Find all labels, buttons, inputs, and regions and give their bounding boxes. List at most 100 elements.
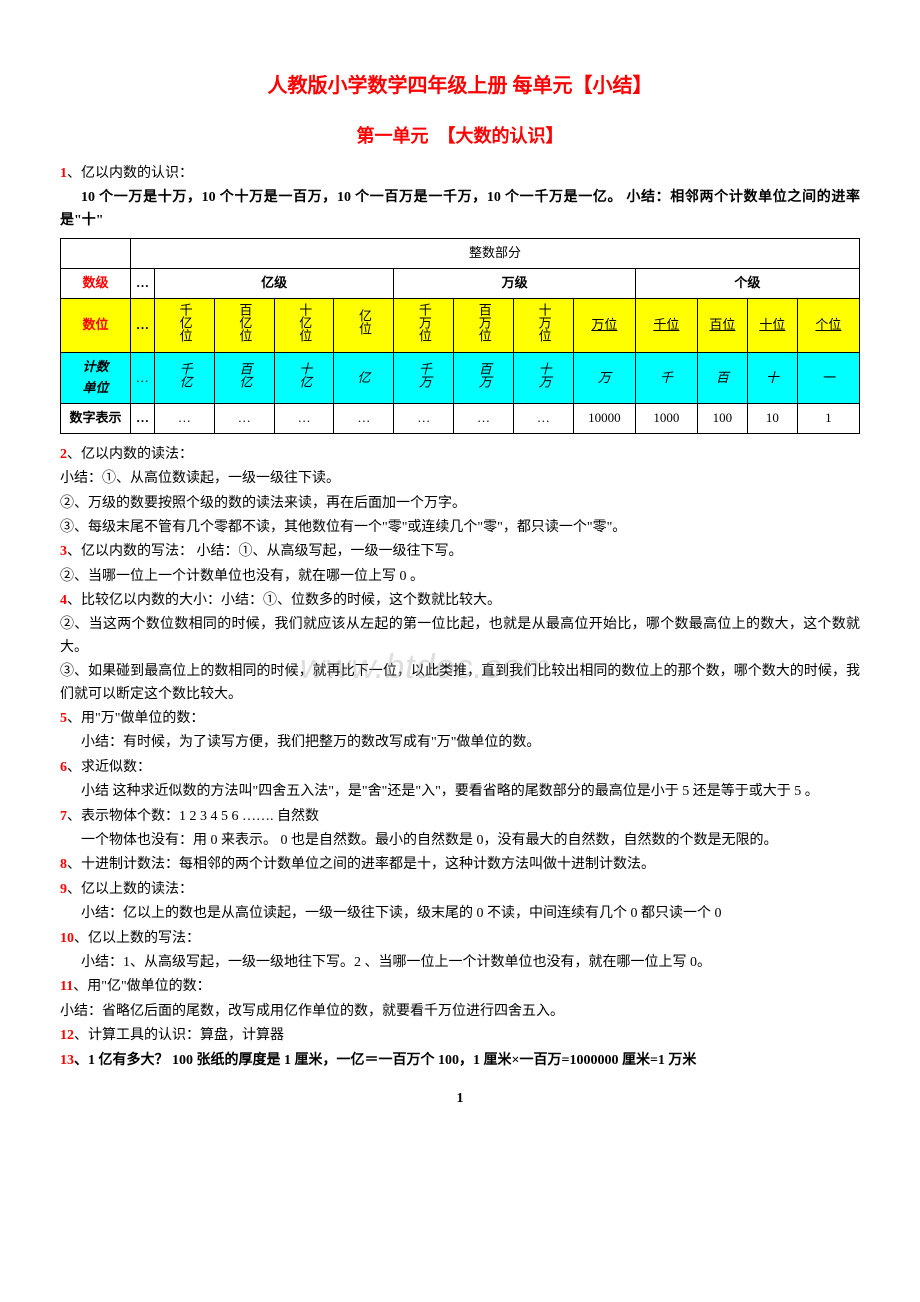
- section-number: 4: [60, 593, 67, 608]
- section-4-heading: 4、比较亿以内数的大小：小结：①、位数多的时候，这个数就比较大。: [60, 590, 860, 612]
- section-8-heading: 8、十进制计数法：每相邻的两个计数单位之间的进率都是十，这种计数方法叫做十进制计…: [60, 854, 860, 876]
- cell-integer-part: 整数部分: [131, 238, 860, 268]
- cell-digit: 10: [747, 403, 797, 433]
- place-text: 千位: [653, 317, 679, 332]
- unit-text: 百亿: [237, 362, 251, 388]
- section-10-line: 小结：1、从高级写起，一级一级地往下写。2 、当哪一位上一个计数单位也没有，就在…: [60, 952, 860, 974]
- section-number: 10: [60, 931, 74, 946]
- section-number: 13: [60, 1053, 74, 1068]
- section-title-text: 、1 亿有多大？ 100 张纸的厚度是 1 厘米，一亿＝一百万个 100，1 厘…: [74, 1053, 696, 1068]
- section-1-body-text: 10 个一万是十万，10 个十万是一百万，10 个一百万是一千万，10 个一千万…: [60, 190, 860, 227]
- cell-unit: 万: [573, 353, 635, 404]
- section-title-text: 、十进制计数法：每相邻的两个计数单位之间的进率都是十，这种计数方法叫做十进制计数…: [67, 857, 655, 872]
- section-number: 5: [60, 711, 67, 726]
- section-number: 8: [60, 857, 67, 872]
- page-number: 1: [60, 1088, 860, 1110]
- section-5-line: 小结：有时候，为了读写方便，我们把整万的数改写成有"万"做单位的数。: [60, 732, 860, 754]
- section-number: 2: [60, 447, 67, 462]
- main-title: 人教版小学数学四年级上册 每单元【小结】: [60, 70, 860, 102]
- place-text: 十亿位: [297, 303, 311, 342]
- section-title-text: 、计算工具的认识：算盘，计算器: [74, 1028, 284, 1043]
- cell-digit-label: 数字表示: [61, 403, 131, 433]
- cell-unit: 百万: [454, 353, 514, 404]
- cell-digit: 1000: [635, 403, 697, 433]
- section-3-heading: 3、亿以内数的写法： 小结：①、从高级写起，一级一级往下写。: [60, 541, 860, 563]
- cell-digit: …: [394, 403, 454, 433]
- cell-digit: …: [214, 403, 274, 433]
- unit-text: 千万: [417, 362, 431, 388]
- place-text: 百万位: [476, 303, 490, 342]
- cell-yi-level: 亿级: [155, 268, 394, 298]
- section-5-heading: 5、用"万"做单位的数：: [60, 708, 860, 730]
- section-7-line: 一个物体也没有：用 0 来表示。 0 也是自然数。最小的自然数是 0，没有最大的…: [60, 830, 860, 852]
- unit-title: 第一单元 【大数的认识】: [60, 122, 860, 151]
- section-number: 11: [60, 979, 73, 994]
- cell-wan-level: 万级: [394, 268, 636, 298]
- cell-place: 十万位: [513, 298, 573, 353]
- place-value-table: 整数部分 数级 … 亿级 万级 个级 数位 … 千亿位 百亿位 十亿位 亿位 千…: [60, 238, 860, 434]
- place-text: 千亿位: [177, 303, 191, 342]
- cell-unit: 亿: [334, 353, 394, 404]
- section-4-line: ③、如果碰到最高位上的数相同的时候，就再比下一位，以此类推，直到我们比较出相同的…: [60, 661, 860, 706]
- place-text: 百位: [709, 317, 735, 332]
- section-2-line: 小结：①、从高位数读起，一级一级往下读。: [60, 468, 860, 490]
- section-title-text: 、求近似数：: [67, 760, 151, 775]
- section-title-text: 、亿以内数的读法：: [67, 447, 193, 462]
- section-number: 7: [60, 809, 67, 824]
- cell-level-label: 数级: [61, 268, 131, 298]
- table-row-level: 数级 … 亿级 万级 个级: [61, 268, 860, 298]
- section-10-heading: 10、亿以上数的写法：: [60, 928, 860, 950]
- section-number: 3: [60, 544, 67, 559]
- place-text: 千万位: [417, 303, 431, 342]
- place-text: 个位: [815, 317, 841, 332]
- section-11-line: 小结：省略亿后面的尾数，改写成用亿作单位的数，就要看千万位进行四舍五入。: [60, 1001, 860, 1023]
- section-2-heading: 2、亿以内数的读法：: [60, 444, 860, 466]
- cell-unit: 百: [697, 353, 747, 404]
- cell-digit: …: [513, 403, 573, 433]
- cell-digit: 100: [697, 403, 747, 433]
- section-title-text: 、亿以上数的写法：: [74, 931, 200, 946]
- section-13-heading: 13、1 亿有多大？ 100 张纸的厚度是 1 厘米，一亿＝一百万个 100，1…: [60, 1050, 860, 1072]
- cell-digit: …: [454, 403, 514, 433]
- section-7-heading: 7、表示物体个数：1 2 3 4 5 6 ……. 自然数: [60, 806, 860, 828]
- cell-ellipsis: …: [131, 353, 155, 404]
- cell-unit: 千亿: [155, 353, 215, 404]
- section-title-text: 、亿以上数的读法：: [67, 882, 193, 897]
- place-text: 亿位: [357, 309, 371, 335]
- cell-place-label: 数位: [61, 298, 131, 353]
- section-2-line: ③、每级末尾不管有几个零都不读，其他数位有一个"零"或连续几个"零"，都只读一个…: [60, 517, 860, 539]
- section-12-heading: 12、计算工具的认识：算盘，计算器: [60, 1025, 860, 1047]
- unit-text: 十亿: [297, 362, 311, 388]
- section-2-line: ②、万级的数要按照个级的数的读法来读，再在后面加一个万字。: [60, 493, 860, 515]
- cell-ellipsis: …: [131, 298, 155, 353]
- cell-unit: 千万: [394, 353, 454, 404]
- cell-digit: …: [334, 403, 394, 433]
- section-11-heading: 11、用"亿"做单位的数：: [60, 976, 860, 998]
- cell-place: 百亿位: [214, 298, 274, 353]
- cell-place: 个位: [797, 298, 859, 353]
- table-row-place: 数位 … 千亿位 百亿位 十亿位 亿位 千万位 百万位 十万位 万位 千位 百位…: [61, 298, 860, 353]
- cell-empty: [61, 238, 131, 268]
- section-9-heading: 9、亿以上数的读法：: [60, 879, 860, 901]
- section-3-line: ②、当哪一位上一个计数单位也没有，就在哪一位上写 0 。: [60, 566, 860, 588]
- cell-digit: …: [274, 403, 334, 433]
- place-text: 万位: [591, 317, 617, 332]
- cell-ellipsis: …: [131, 403, 155, 433]
- section-title-text: 、表示物体个数：1 2 3 4 5 6 ……. 自然数: [67, 809, 319, 824]
- unit-text: 十万: [536, 362, 550, 388]
- table-row-unit: 计数 单位 … 千亿 百亿 十亿 亿 千万 百万 十万 万 千 百 十 一: [61, 353, 860, 404]
- cell-unit: 十: [747, 353, 797, 404]
- unit-text: 千亿: [177, 362, 191, 388]
- cell-place: 百位: [697, 298, 747, 353]
- cell-digit: 10000: [573, 403, 635, 433]
- section-9-line: 小结：亿以上的数也是从高位读起，一级一级往下读，级末尾的 0 不读，中间连续有几…: [60, 903, 860, 925]
- cell-digit: 1: [797, 403, 859, 433]
- section-6-line: 小结 这种求近似数的方法叫"四舍五入法"，是"舍"还是"入"，要看省略的尾数部分…: [60, 781, 860, 803]
- content-body: 1、亿以内数的认识： 10 个一万是十万，10 个十万是一百万，10 个一百万是…: [60, 163, 860, 1072]
- section-number: 1: [60, 166, 67, 181]
- cell-place: 千位: [635, 298, 697, 353]
- section-4-line: ②、当这两个数位数相同的时候，我们就应该从左起的第一位比起，也就是从最高位开始比…: [60, 614, 860, 659]
- cell-digit: …: [155, 403, 215, 433]
- section-1-body: 10 个一万是十万，10 个十万是一百万，10 个一百万是一千万，10 个一千万…: [60, 187, 860, 232]
- cell-place: 十位: [747, 298, 797, 353]
